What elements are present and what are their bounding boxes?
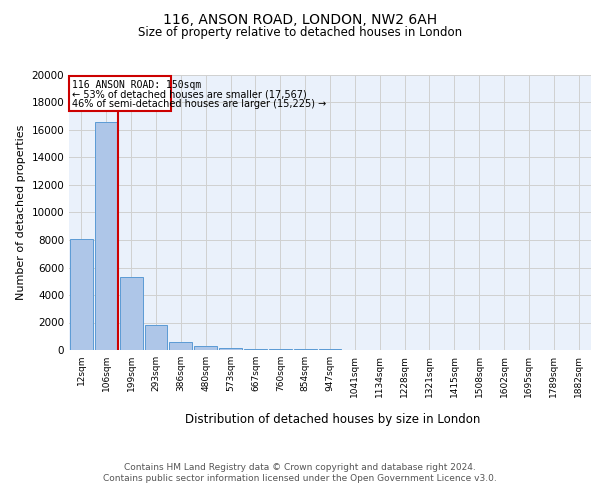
Bar bbox=[269, 348, 292, 350]
Text: 46% of semi-detached houses are larger (15,225) →: 46% of semi-detached houses are larger (… bbox=[73, 99, 327, 109]
Text: Contains HM Land Registry data © Crown copyright and database right 2024.: Contains HM Land Registry data © Crown c… bbox=[124, 462, 476, 471]
Text: 116 ANSON ROAD: 150sqm: 116 ANSON ROAD: 150sqm bbox=[73, 80, 202, 90]
Text: Size of property relative to detached houses in London: Size of property relative to detached ho… bbox=[138, 26, 462, 39]
Bar bbox=[244, 348, 267, 350]
Text: ← 53% of detached houses are smaller (17,567): ← 53% of detached houses are smaller (17… bbox=[73, 90, 307, 100]
Text: 116, ANSON ROAD, LONDON, NW2 6AH: 116, ANSON ROAD, LONDON, NW2 6AH bbox=[163, 12, 437, 26]
Y-axis label: Number of detached properties: Number of detached properties bbox=[16, 125, 26, 300]
Bar bbox=[219, 348, 242, 350]
Bar bbox=[145, 324, 167, 350]
FancyBboxPatch shape bbox=[70, 76, 172, 110]
Text: Distribution of detached houses by size in London: Distribution of detached houses by size … bbox=[185, 412, 481, 426]
Bar bbox=[194, 346, 217, 350]
Bar bbox=[95, 122, 118, 350]
Bar bbox=[120, 277, 143, 350]
Bar bbox=[169, 342, 192, 350]
Text: Contains public sector information licensed under the Open Government Licence v3: Contains public sector information licen… bbox=[103, 474, 497, 483]
Bar bbox=[70, 240, 93, 350]
